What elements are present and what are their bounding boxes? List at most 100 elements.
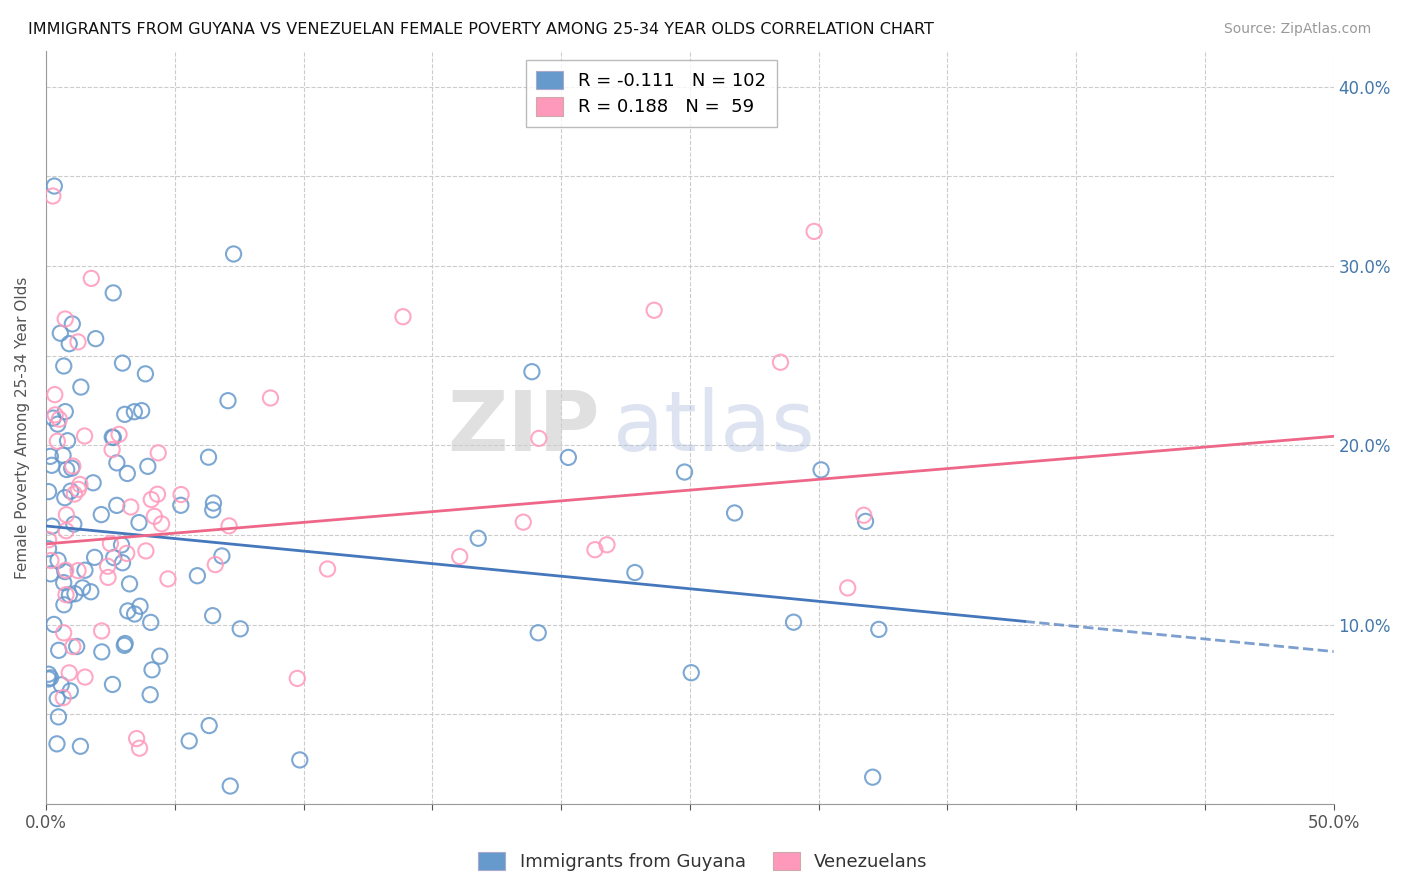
Point <box>143 509 166 524</box>
Point <box>56 434 79 448</box>
Point <box>48 643 70 657</box>
Point <box>38 541 60 556</box>
Point <box>101 430 124 444</box>
Point <box>115 546 138 560</box>
Point <box>49 326 72 341</box>
Point <box>557 450 579 465</box>
Point <box>131 403 153 417</box>
Point <box>170 498 193 512</box>
Point <box>101 677 124 691</box>
Point <box>139 688 162 702</box>
Point <box>108 427 131 442</box>
Point <box>135 544 157 558</box>
Point <box>134 367 156 381</box>
Point <box>62 640 84 654</box>
Point <box>681 665 703 680</box>
Point <box>197 450 219 465</box>
Text: atlas: atlas <box>613 387 814 467</box>
Point <box>63 587 86 601</box>
Point <box>596 538 619 552</box>
Point <box>59 684 82 698</box>
Point <box>70 380 93 394</box>
Point <box>46 434 69 449</box>
Point <box>110 538 132 552</box>
Point <box>53 312 76 326</box>
Point <box>136 459 159 474</box>
Point <box>51 678 73 692</box>
Point <box>52 575 75 590</box>
Point <box>46 737 69 751</box>
Point <box>53 404 76 418</box>
Point <box>100 536 122 550</box>
Point <box>66 640 89 654</box>
Point <box>73 429 96 443</box>
Point <box>46 553 69 567</box>
Point <box>316 562 339 576</box>
Point <box>117 467 139 481</box>
Point <box>467 531 489 545</box>
Point <box>90 508 112 522</box>
Point <box>288 753 311 767</box>
Point <box>82 475 104 490</box>
Point <box>52 690 75 705</box>
Point <box>80 271 103 285</box>
Point <box>111 356 134 370</box>
Point <box>44 179 66 194</box>
Point <box>60 461 83 475</box>
Point <box>128 516 150 530</box>
Point <box>84 332 107 346</box>
Point <box>837 581 859 595</box>
Point <box>118 577 141 591</box>
Point <box>58 588 80 602</box>
Point <box>72 581 94 595</box>
Point <box>201 608 224 623</box>
Point <box>170 487 193 501</box>
Point <box>392 310 415 324</box>
Point <box>146 487 169 501</box>
Point <box>204 558 226 572</box>
Text: ZIP: ZIP <box>447 387 600 467</box>
Point <box>52 598 75 612</box>
Point <box>48 710 70 724</box>
Point <box>624 566 647 580</box>
Point <box>449 549 471 564</box>
Point <box>810 463 832 477</box>
Point <box>186 568 208 582</box>
Point <box>285 672 308 686</box>
Point <box>723 506 745 520</box>
Point <box>38 672 60 686</box>
Point <box>42 411 65 425</box>
Point <box>41 519 63 533</box>
Point <box>48 412 70 426</box>
Point <box>69 477 91 491</box>
Legend: R = -0.111   N = 102, R = 0.188   N =  59: R = -0.111 N = 102, R = 0.188 N = 59 <box>526 60 776 128</box>
Point <box>114 408 136 422</box>
Point <box>55 588 77 602</box>
Point <box>782 615 804 630</box>
Point <box>69 739 91 754</box>
Point <box>39 553 62 567</box>
Point <box>39 450 62 464</box>
Point <box>128 741 150 756</box>
Point <box>97 559 120 574</box>
Point <box>156 572 179 586</box>
Point <box>583 542 606 557</box>
Point <box>44 387 66 401</box>
Point <box>73 563 96 577</box>
Point <box>211 549 233 563</box>
Point <box>38 667 60 681</box>
Point <box>527 431 550 445</box>
Point <box>58 336 80 351</box>
Point <box>42 617 65 632</box>
Point <box>120 500 142 514</box>
Point <box>141 663 163 677</box>
Point <box>179 734 201 748</box>
Point <box>52 625 75 640</box>
Point <box>46 691 69 706</box>
Point <box>62 458 84 473</box>
Point <box>55 563 77 577</box>
Point <box>52 359 75 373</box>
Point <box>673 465 696 479</box>
Point <box>217 393 239 408</box>
Y-axis label: Female Poverty Among 25-34 Year Olds: Female Poverty Among 25-34 Year Olds <box>15 277 30 579</box>
